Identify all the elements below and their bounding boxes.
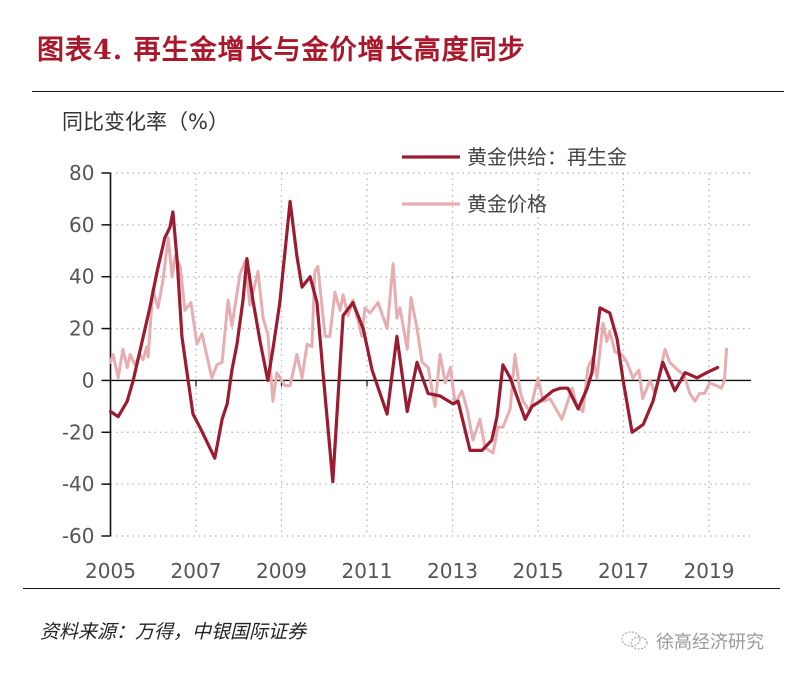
watermark-text: 徐高经济研究	[656, 632, 764, 653]
axes	[101, 172, 751, 537]
bottom-divider	[23, 588, 780, 589]
y-tick-label: 60	[69, 213, 94, 237]
y-tick-label: -20	[62, 420, 95, 444]
y-axis-label: 同比变化率（%）	[62, 110, 229, 134]
y-tick-label: 40	[69, 265, 94, 289]
x-tick-label: 2011	[342, 559, 393, 583]
y-tick-labels: 80 60 40 20 0 -20 -40 -60	[62, 161, 95, 548]
x-tick-label: 2013	[427, 559, 478, 583]
y-tick-label: 0	[82, 368, 95, 392]
x-tick-labels: 2005 2007 2009 2011 2013 2015 2017 2019	[85, 559, 734, 583]
source-note: 资料来源：万得，中银国际证券	[40, 621, 307, 643]
x-tick-label: 2017	[598, 559, 649, 583]
chart-title: 图表4. 再生金增长与金价增长高度同步	[37, 35, 526, 66]
x-tick-label: 2019	[684, 559, 735, 583]
wechat-icon	[621, 631, 648, 650]
top-divider	[32, 91, 784, 92]
series-line-recycled-gold	[108, 199, 720, 484]
series-line-gold-price	[109, 236, 728, 455]
gridlines	[110, 172, 751, 537]
y-tick-label: -60	[62, 524, 95, 548]
legend-label: 黄金供给：再生金	[467, 145, 627, 169]
y-tick-label: -40	[62, 472, 95, 496]
x-tick-label: 2007	[171, 559, 222, 583]
y-tick-label: 20	[69, 317, 94, 341]
y-tick-label: 80	[69, 161, 94, 185]
x-tick-label: 2005	[85, 559, 136, 583]
watermark: 徐高经济研究	[620, 628, 764, 654]
legend-label: 黄金价格	[467, 192, 547, 216]
x-tick-label: 2015	[513, 559, 564, 583]
x-tick-label: 2009	[256, 559, 307, 583]
series-lines	[108, 199, 728, 484]
